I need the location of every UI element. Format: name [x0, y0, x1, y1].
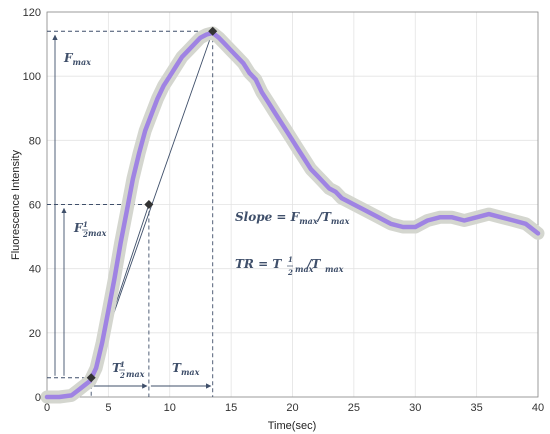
x-axis-label: Time(sec)	[268, 420, 316, 432]
fhalf-label: F 1 2 max	[73, 220, 107, 239]
x-tick-label: 20	[286, 402, 298, 414]
ticks: 0 5 10 15 20 25 30 35 40 0 20 40 60 80 100 120	[23, 7, 544, 414]
slope-formula: Slope = Fmax/Tmax	[235, 210, 350, 226]
y-axis-label: Fluorescence Intensity	[10, 149, 22, 260]
thalf-label: T 1 2 max	[112, 360, 145, 380]
fmax-label: Fmax	[63, 51, 91, 67]
tr-formula: TR = T 1 2 max /T max	[235, 255, 344, 277]
marker-max	[208, 26, 218, 36]
x-tick-label: 35	[471, 402, 483, 414]
markers	[86, 26, 218, 383]
x-tick-label: 5	[105, 402, 111, 414]
svg-text:max: max	[126, 369, 145, 379]
marker-start	[86, 373, 96, 383]
y-tick-label: 120	[23, 7, 41, 19]
svg-text:max: max	[325, 264, 344, 274]
tmax-label: Tmax	[172, 361, 200, 377]
curve-group	[40, 26, 545, 404]
svg-text:1: 1	[83, 220, 88, 229]
series-line	[44, 30, 541, 400]
svg-text:2: 2	[82, 230, 88, 239]
y-tick-label: 0	[35, 392, 41, 404]
svg-text:2: 2	[287, 268, 293, 277]
y-tick-label: 20	[29, 328, 41, 340]
x-tick-label: 15	[225, 402, 237, 414]
x-tick-label: 0	[44, 402, 50, 414]
svg-text:1: 1	[120, 360, 125, 369]
svg-text:F: F	[73, 221, 84, 235]
y-tick-label: 80	[29, 135, 41, 147]
x-tick-label: 40	[532, 402, 544, 414]
svg-text:1: 1	[288, 255, 293, 264]
svg-text:2: 2	[119, 371, 125, 380]
y-tick-label: 100	[23, 71, 41, 83]
y-tick-label: 60	[29, 200, 41, 212]
x-tick-label: 30	[409, 402, 421, 414]
svg-text:TR = T: TR = T	[235, 257, 282, 271]
y-tick-label: 40	[29, 264, 41, 276]
svg-text:T: T	[112, 361, 122, 375]
svg-text:max: max	[295, 264, 314, 274]
marker-half-max	[144, 200, 154, 209]
x-tick-label: 10	[164, 402, 176, 414]
svg-text:/T: /T	[306, 257, 321, 271]
svg-text:max: max	[88, 228, 107, 238]
x-tick-label: 25	[348, 402, 360, 414]
